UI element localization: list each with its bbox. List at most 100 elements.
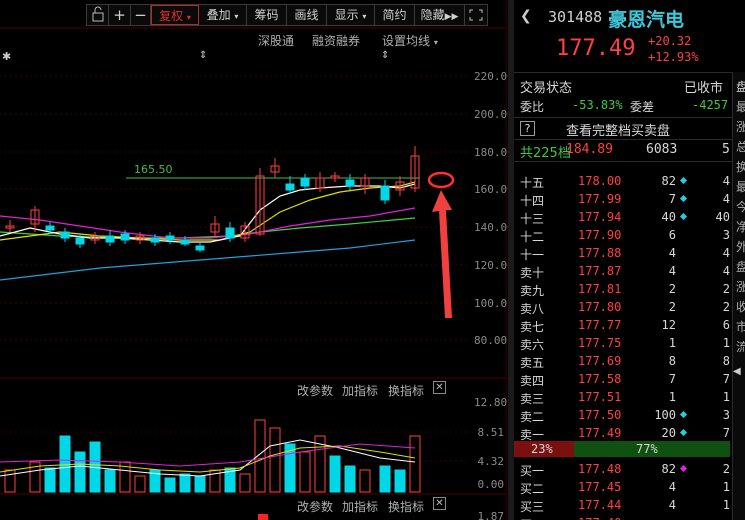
level-label: 卖六 [520, 338, 545, 352]
volume-bar [344, 465, 356, 493]
order-book-row[interactable]: 卖四 177.58 7 7 [518, 370, 745, 388]
candle-body [135, 235, 145, 241]
order-book-row[interactable]: 卖六 177.75 1 1 [518, 334, 745, 352]
candle-body [345, 179, 355, 187]
display-button[interactable]: 显示 ▾ [327, 5, 375, 25]
volume-bar [59, 435, 71, 493]
axis-tick: 160.00 [474, 183, 514, 196]
chips-button[interactable]: 筹码 [247, 5, 287, 25]
zoom-out-button[interactable]: − [131, 5, 151, 25]
order-book-row[interactable]: 买四 177.40 [518, 514, 745, 520]
volume-bar [394, 469, 406, 493]
level-label: 十四 [520, 194, 545, 208]
event-marker-icon[interactable]: ✱ [2, 50, 12, 63]
add-indicator-button[interactable]: 加指标 [342, 500, 379, 514]
close-icon[interactable]: ✕ [433, 381, 446, 394]
order-book-row[interactable]: 买一 177.48 82 2 [518, 460, 745, 478]
fullscreen-icon[interactable] [465, 5, 487, 25]
restore-rights-button[interactable]: 复权 ▾ [151, 5, 199, 25]
side-info-label: 今 [736, 200, 745, 214]
close-icon[interactable]: ✕ [433, 497, 446, 510]
side-info-label: 市 [736, 320, 745, 334]
axis-tick: 1.87 [477, 510, 505, 520]
order-book-row[interactable]: 十四 177.99 7 4 [518, 190, 745, 208]
volume-bar [44, 467, 56, 493]
total-volume: 6083 [646, 142, 678, 157]
switch-indicator-button[interactable]: 换指标 [388, 384, 425, 398]
split-marker-icon[interactable]: ⇕ [199, 50, 208, 61]
level-price: 177.45 [578, 480, 622, 494]
order-book-row[interactable]: 买二 177.45 4 1 [518, 478, 745, 496]
ma-settings-link[interactable]: 设置均线 ▾ [382, 34, 438, 48]
level-price: 177.58 [578, 372, 622, 386]
candle-body [410, 155, 420, 189]
order-book-row[interactable]: 卖八 177.80 2 2 [518, 298, 745, 316]
draw-line-button[interactable]: 画线 [287, 5, 327, 25]
switch-indicator-button[interactable]: 换指标 [388, 500, 425, 514]
overlay-label: 叠加 [206, 8, 231, 22]
change-params-button[interactable]: 改参数 [297, 384, 334, 398]
lock-icon[interactable] [87, 5, 109, 25]
side-info-column [732, 72, 745, 520]
axis-tick: 0.00 [477, 478, 505, 491]
candle-body [90, 235, 100, 241]
level-label: 卖八 [520, 302, 545, 316]
change-params-button[interactable]: 改参数 [297, 500, 334, 514]
full-book-link[interactable]: 查看完整档买卖盘 [566, 124, 671, 139]
order-book-row[interactable]: 卖一 177.49 20 7 [518, 424, 745, 442]
level-price: 177.75 [578, 336, 622, 350]
order-book-row[interactable]: 卖五 177.69 8 8 [518, 352, 745, 370]
level-volume: 20 [661, 426, 676, 440]
level-price: 177.50 [578, 408, 622, 422]
side-tab[interactable]: 盘 [736, 80, 745, 94]
level-count: 1 [722, 390, 730, 404]
order-book-row[interactable]: 卖二 177.50 100 3 [518, 406, 745, 424]
level-volume: 12 [661, 318, 676, 332]
order-book-row[interactable]: 卖七 177.77 12 6 [518, 316, 745, 334]
ma-settings-label: 设置均线 [382, 34, 431, 48]
level-volume: 4 [668, 246, 676, 260]
simple-button[interactable]: 简约 [375, 5, 415, 25]
split-marker-icon[interactable]: ⇕ [381, 50, 390, 61]
hide-button[interactable]: 隐藏▶▶ [415, 5, 465, 25]
level-count: 4 [722, 264, 730, 278]
annotation-arrow [432, 190, 452, 318]
level-label: 十五 [520, 176, 545, 190]
ma20-line [0, 207, 416, 239]
candle-body [105, 235, 115, 243]
level-volume: 4 [668, 264, 676, 278]
axis-tick: 140.00 [474, 221, 514, 234]
level-label: 卖七 [520, 320, 545, 334]
level-price: 177.99 [578, 192, 622, 206]
zoom-in-button[interactable]: + [109, 5, 131, 25]
level-price: 177.77 [578, 318, 622, 332]
order-dot-icon [679, 176, 688, 185]
order-book-row[interactable]: 买三 177.44 4 1 [518, 496, 745, 514]
collapse-arrow-icon[interactable]: ❮ [520, 8, 532, 24]
panel-splitter[interactable] [508, 0, 514, 520]
order-book-row[interactable]: 十五 178.00 82 4 [518, 172, 745, 190]
hk-connect-link[interactable]: 深股通 [258, 34, 295, 48]
order-book-row[interactable]: 十三 177.94 40 40 [518, 208, 745, 226]
level-volume: 82 [661, 174, 676, 188]
order-book-row[interactable]: 卖十 177.87 4 4 [518, 262, 745, 280]
add-indicator-button[interactable]: 加指标 [342, 384, 379, 398]
order-book-row[interactable]: 十二 177.90 6 3 [518, 226, 745, 244]
divider [514, 117, 745, 118]
level-volume: 100 [654, 408, 676, 422]
level-volume: 7 [668, 372, 676, 386]
help-icon[interactable]: ? [520, 121, 535, 136]
level-label: 卖四 [520, 374, 545, 388]
level-count: 7 [722, 372, 730, 386]
overlay-button[interactable]: 叠加 ▾ [199, 5, 247, 25]
margin-link[interactable]: 融资融券 [312, 34, 361, 48]
candle-body [360, 177, 370, 187]
candle-body [225, 227, 235, 239]
expand-arrow-icon[interactable]: ◀ [733, 366, 741, 377]
buy-ratio-bar [574, 441, 730, 457]
order-book-row[interactable]: 卖九 177.81 2 2 [518, 280, 745, 298]
order-book-row[interactable]: 十一 177.88 4 4 [518, 244, 745, 262]
kline-chart[interactable] [0, 0, 512, 520]
order-book-row[interactable]: 卖三 177.51 1 1 [518, 388, 745, 406]
side-info-label: 最 [736, 100, 745, 114]
